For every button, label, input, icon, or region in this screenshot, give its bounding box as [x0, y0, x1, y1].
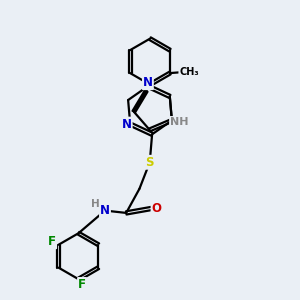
Text: S: S — [146, 156, 154, 169]
Text: F: F — [78, 278, 86, 291]
Text: F: F — [48, 235, 56, 248]
Text: N: N — [122, 118, 132, 130]
Text: O: O — [152, 202, 161, 215]
Text: NH: NH — [170, 117, 188, 127]
Text: N: N — [143, 76, 153, 89]
Text: CH₃: CH₃ — [179, 67, 199, 76]
Text: N: N — [100, 204, 110, 217]
Text: H: H — [91, 199, 100, 209]
